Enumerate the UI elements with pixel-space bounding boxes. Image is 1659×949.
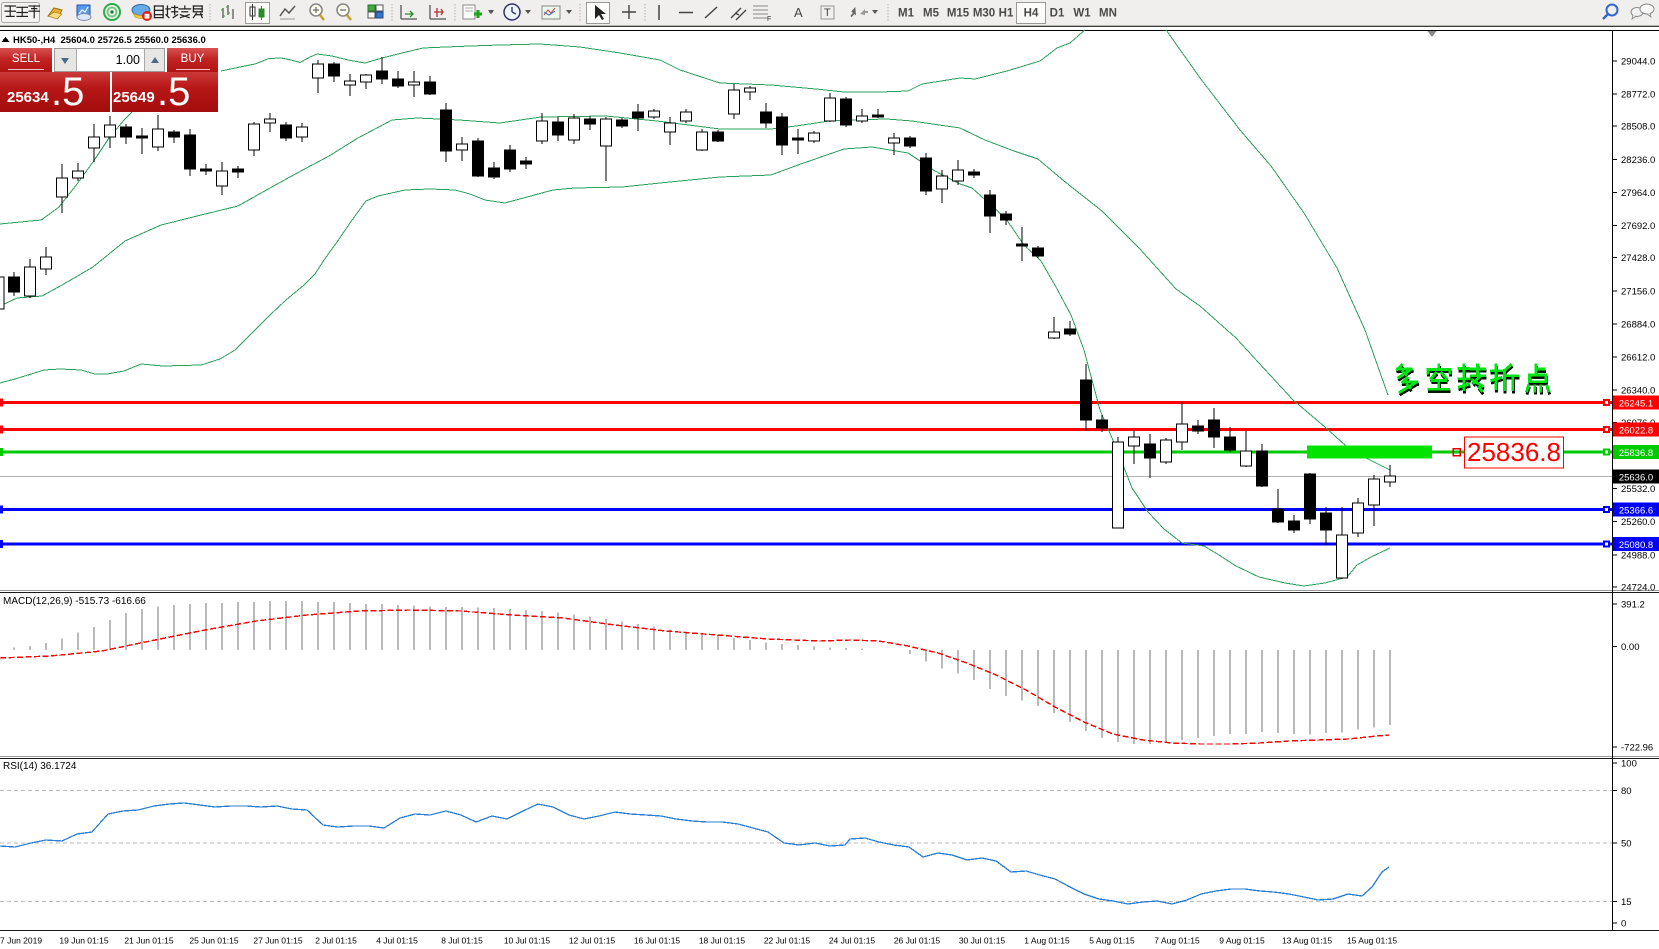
svg-text:10 Jul 01:15: 10 Jul 01:15 [504, 936, 551, 946]
svg-text:W1: W1 [1073, 8, 1091, 20]
svg-text:25532.0: 25532.0 [1621, 484, 1655, 495]
svg-text:0: 0 [1621, 919, 1626, 930]
svg-text:MN: MN [1099, 8, 1117, 20]
svg-text:7 Jun 2019: 7 Jun 2019 [0, 936, 42, 946]
svg-text:12 Jul 01:15: 12 Jul 01:15 [569, 936, 616, 946]
svg-text:5 Aug 01:15: 5 Aug 01:15 [1089, 936, 1135, 946]
svg-text:13 Aug 01:15: 13 Aug 01:15 [1282, 936, 1332, 946]
svg-text:8 Jul 01:15: 8 Jul 01:15 [441, 936, 483, 946]
svg-text:25636.0: 25636.0 [1619, 473, 1653, 484]
svg-text:M5: M5 [923, 8, 940, 20]
svg-text:7 Aug 01:15: 7 Aug 01:15 [1154, 936, 1200, 946]
svg-text:15 Aug 01:15: 15 Aug 01:15 [1347, 936, 1397, 946]
svg-text:21 Jun 01:15: 21 Jun 01:15 [124, 936, 173, 946]
svg-text:2 Jul 01:15: 2 Jul 01:15 [315, 936, 357, 946]
svg-text:26340.0: 26340.0 [1621, 386, 1655, 397]
svg-text:80: 80 [1621, 786, 1632, 797]
svg-text:24988.0: 24988.0 [1621, 550, 1655, 561]
svg-text:0.00: 0.00 [1621, 642, 1640, 653]
svg-text:18 Jul 01:15: 18 Jul 01:15 [699, 936, 746, 946]
svg-text:50: 50 [1621, 838, 1632, 849]
svg-text:24724.0: 24724.0 [1621, 583, 1655, 594]
svg-text:28508.0: 28508.0 [1621, 122, 1655, 133]
svg-text:25836.8: 25836.8 [1467, 437, 1561, 467]
svg-text:100: 100 [1621, 759, 1637, 770]
svg-text:22 Jul 01:15: 22 Jul 01:15 [764, 936, 811, 946]
svg-text:M30: M30 [973, 8, 995, 20]
svg-text:MACD(12,26,9) -515.73 -616.66: MACD(12,26,9) -515.73 -616.66 [3, 596, 146, 607]
svg-text:26245.1: 26245.1 [1619, 398, 1653, 409]
svg-text:26612.0: 26612.0 [1621, 353, 1655, 364]
svg-text:HK50-,H4 25604.0 25726.5 2556: HK50-,H4 25604.0 25726.5 25560.0 25636.0 [13, 35, 206, 46]
svg-text:27964.0: 27964.0 [1621, 188, 1655, 199]
svg-text:26 Jul 01:15: 26 Jul 01:15 [894, 936, 941, 946]
svg-text:H4: H4 [1024, 8, 1039, 20]
svg-text:25080.8: 25080.8 [1619, 540, 1653, 551]
svg-text:16 Jul 01:15: 16 Jul 01:15 [634, 936, 681, 946]
svg-text:25836.8: 25836.8 [1619, 448, 1653, 459]
svg-text:F: F [767, 16, 771, 23]
svg-text:19 Jun 01:15: 19 Jun 01:15 [59, 936, 108, 946]
svg-text:1 Aug 01:15: 1 Aug 01:15 [1024, 936, 1070, 946]
svg-text:15: 15 [1621, 897, 1632, 908]
svg-text:M1: M1 [898, 8, 915, 20]
svg-text:25366.6: 25366.6 [1619, 505, 1653, 516]
svg-text:27428.0: 27428.0 [1621, 253, 1655, 264]
svg-text:29044.0: 29044.0 [1621, 56, 1655, 67]
svg-text:27 Jun 01:15: 27 Jun 01:15 [253, 936, 302, 946]
svg-text:9 Aug 01:15: 9 Aug 01:15 [1219, 936, 1265, 946]
svg-text:T: T [824, 7, 831, 19]
svg-text:D1: D1 [1050, 8, 1065, 20]
svg-text:4 Jul 01:15: 4 Jul 01:15 [376, 936, 418, 946]
svg-text:26022.8: 26022.8 [1619, 426, 1653, 437]
svg-text:28772.0: 28772.0 [1621, 90, 1655, 101]
svg-text:-722.96: -722.96 [1621, 743, 1653, 754]
svg-text:26884.0: 26884.0 [1621, 319, 1655, 330]
svg-text:27156.0: 27156.0 [1621, 286, 1655, 297]
svg-text:28236.0: 28236.0 [1621, 155, 1655, 166]
svg-text:391.2: 391.2 [1621, 600, 1645, 611]
svg-text:30 Jul 01:15: 30 Jul 01:15 [959, 936, 1006, 946]
svg-text:M15: M15 [947, 8, 970, 20]
svg-text:24 Jul 01:15: 24 Jul 01:15 [829, 936, 876, 946]
svg-text:25 Jun 01:15: 25 Jun 01:15 [189, 936, 238, 946]
svg-text:H1: H1 [999, 8, 1014, 20]
svg-text:RSI(14) 36.1724: RSI(14) 36.1724 [3, 761, 77, 772]
svg-text:A: A [794, 5, 803, 20]
svg-text:25260.0: 25260.0 [1621, 517, 1655, 528]
svg-text:27692.0: 27692.0 [1621, 221, 1655, 232]
